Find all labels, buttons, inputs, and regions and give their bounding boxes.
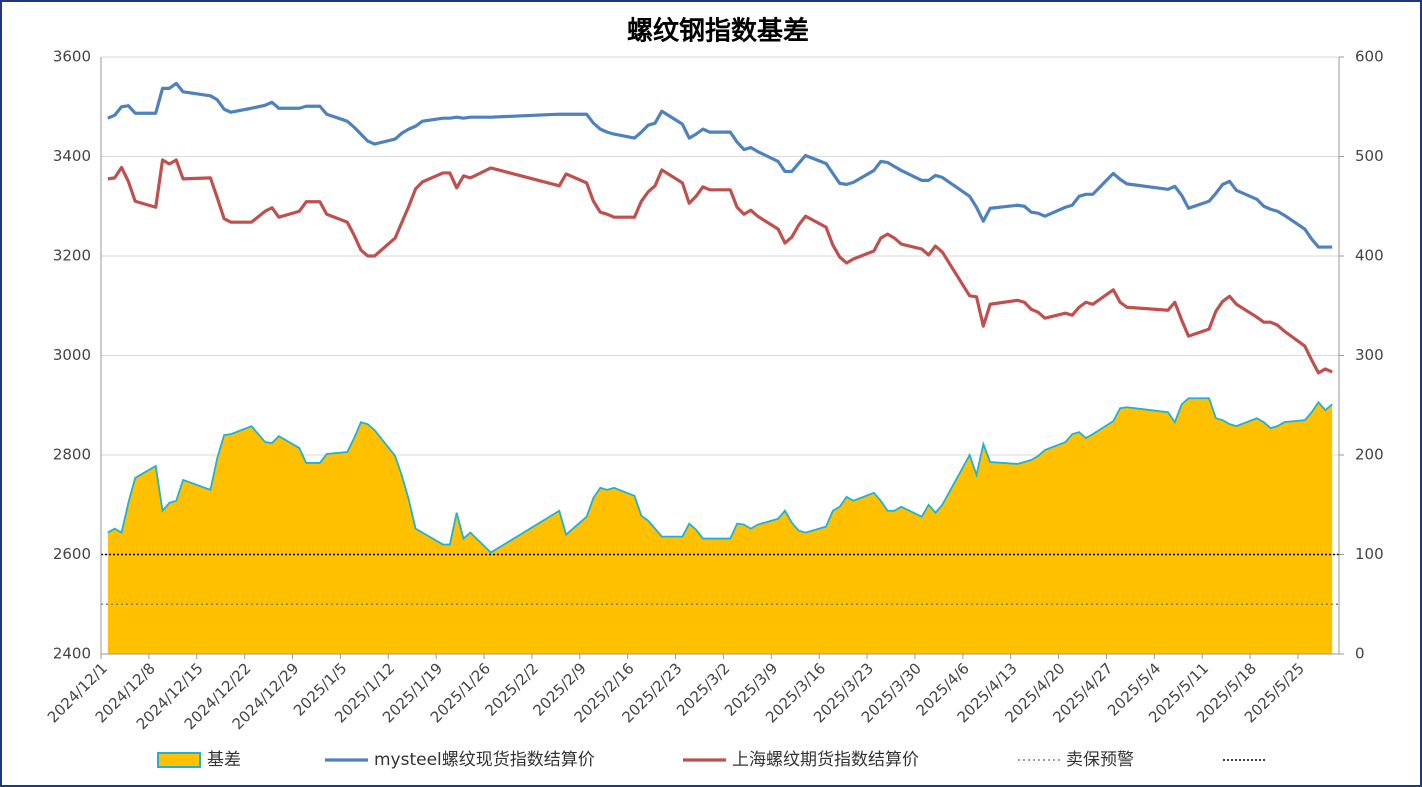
y-tick-label: 3200 <box>53 247 91 265</box>
legend-label: 卖保预警 <box>1066 750 1134 770</box>
y2-tick-label: 400 <box>1355 247 1384 265</box>
y2-tick-label: 0 <box>1355 645 1365 663</box>
chart-title: 螺纹钢指数基差 <box>627 16 809 47</box>
y-tick-label: 3400 <box>53 147 91 165</box>
y2-tick-label: 300 <box>1355 346 1384 364</box>
line <box>107 81 1333 249</box>
y-tick-label: 2800 <box>53 446 91 464</box>
y2-tick-label: 500 <box>1355 147 1384 165</box>
area-edge <box>107 397 1333 554</box>
y2-tick-label: 100 <box>1355 545 1384 563</box>
legend-label: 基差 <box>207 750 241 770</box>
legend-label: mysteel螺纹现货指数结算价 <box>374 750 595 770</box>
y-tick-label: 3000 <box>53 346 91 364</box>
y2-tick-label: 600 <box>1355 48 1384 66</box>
legend-swatch <box>157 752 201 768</box>
y-tick-label: 3600 <box>53 48 91 66</box>
line <box>107 158 1333 375</box>
y-tick-label: 2600 <box>53 545 91 563</box>
y-tick-label: 2400 <box>53 645 91 663</box>
legend-label: 上海螺纹期货指数结算价 <box>732 750 919 770</box>
y2-tick-label: 200 <box>1355 446 1384 464</box>
